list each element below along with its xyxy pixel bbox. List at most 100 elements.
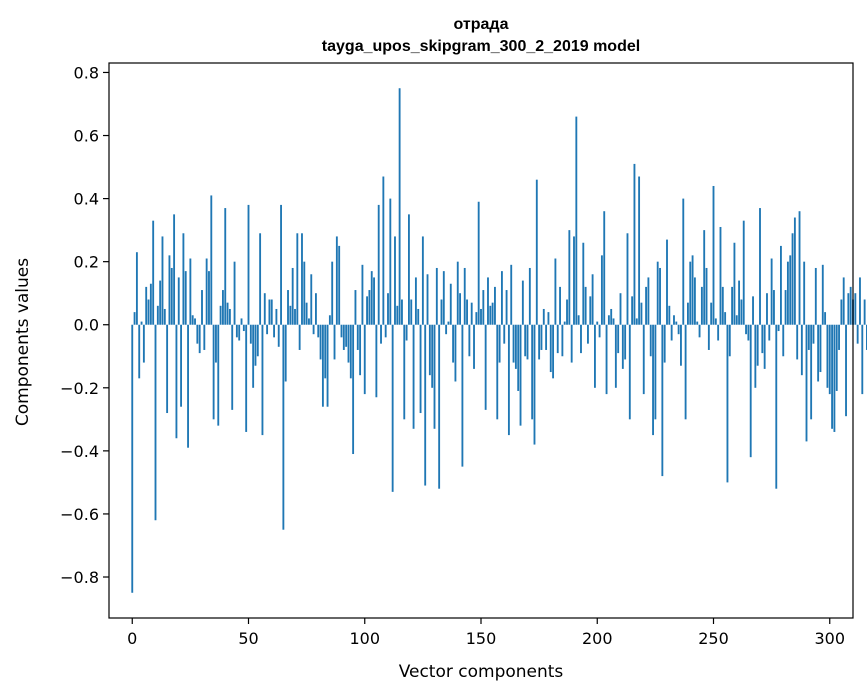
bar-169 xyxy=(524,324,527,357)
bar-40 xyxy=(224,208,227,325)
bar-130 xyxy=(433,324,436,429)
x-tick-label-50: 50 xyxy=(238,629,258,648)
bar-180 xyxy=(549,324,552,373)
bar-235 xyxy=(677,324,680,335)
bar-135 xyxy=(445,324,448,335)
bar-273 xyxy=(766,293,768,325)
bar-223 xyxy=(649,324,652,357)
bar-83 xyxy=(324,324,327,379)
bar-66 xyxy=(284,324,287,382)
bar-245 xyxy=(700,286,703,325)
bar-294 xyxy=(814,267,817,325)
bar-287 xyxy=(798,211,801,325)
bar-199 xyxy=(594,324,596,388)
bar-3 xyxy=(138,324,141,379)
bar-256 xyxy=(726,324,729,483)
bar-269 xyxy=(756,324,759,366)
bar-52 xyxy=(252,324,255,388)
bar-136 xyxy=(447,321,450,325)
bar-221 xyxy=(645,286,648,325)
bar-6 xyxy=(145,286,148,325)
bar-265 xyxy=(747,324,750,341)
bar-246 xyxy=(703,230,706,325)
bar-187 xyxy=(566,299,568,325)
bar-188 xyxy=(568,230,571,325)
bar-45 xyxy=(235,324,238,338)
bar-13 xyxy=(161,236,164,325)
bar-18 xyxy=(173,214,176,325)
bar-218 xyxy=(638,176,641,325)
bar-258 xyxy=(731,286,734,325)
bar-212 xyxy=(624,324,627,360)
bar-139 xyxy=(454,324,457,382)
bar-74 xyxy=(303,261,306,325)
bar-302 xyxy=(833,324,836,432)
bar-250 xyxy=(712,185,715,325)
bar-219 xyxy=(640,302,643,325)
bar-144 xyxy=(466,299,468,325)
bar-225 xyxy=(654,324,657,420)
bar-76 xyxy=(308,318,310,325)
bar-293 xyxy=(812,324,815,344)
bar-311 xyxy=(854,293,857,325)
bar-34 xyxy=(210,195,213,325)
bar-157 xyxy=(496,324,499,420)
bar-261 xyxy=(738,280,741,325)
bar-232 xyxy=(670,324,673,341)
bar-79 xyxy=(315,293,317,325)
bar-162 xyxy=(507,324,510,436)
bar-17 xyxy=(170,267,173,325)
bar-92 xyxy=(345,324,348,347)
bar-151 xyxy=(482,290,485,325)
bar-275 xyxy=(770,258,773,325)
bar-21 xyxy=(180,324,182,407)
bar-112 xyxy=(391,324,394,492)
bar-134 xyxy=(442,271,445,325)
bar-158 xyxy=(498,324,501,363)
bar-46 xyxy=(238,324,241,341)
bar-26 xyxy=(191,315,194,325)
bar-28 xyxy=(196,324,199,344)
bar-22 xyxy=(182,233,185,325)
bar-148 xyxy=(475,312,478,325)
bar-116 xyxy=(401,299,403,325)
bar-23 xyxy=(184,271,187,325)
bar-297 xyxy=(821,264,824,325)
bar-312 xyxy=(856,324,859,344)
bar-277 xyxy=(775,324,778,489)
chart-title: отрада xyxy=(454,16,509,33)
bar-252 xyxy=(717,324,720,341)
bar-179 xyxy=(547,312,550,325)
y-tick-label-6: 0.4 xyxy=(74,190,99,209)
x-tick-label-100: 100 xyxy=(349,629,380,648)
bar-194 xyxy=(582,242,585,325)
bar-75 xyxy=(305,302,308,325)
bar-61 xyxy=(273,324,275,338)
bar-299 xyxy=(826,324,829,388)
bar-276 xyxy=(773,290,775,325)
bar-243 xyxy=(696,321,699,325)
bar-140 xyxy=(456,261,459,325)
bar-290 xyxy=(805,324,808,442)
bar-105 xyxy=(375,324,378,398)
bar-222 xyxy=(647,277,650,325)
bar-185 xyxy=(561,324,564,357)
bar-120 xyxy=(410,299,413,325)
bar-247 xyxy=(705,267,708,325)
bar-289 xyxy=(803,261,806,325)
bar-38 xyxy=(219,305,222,325)
bar-121 xyxy=(412,324,415,429)
bar-184 xyxy=(559,286,561,325)
x-axis-ticks: 0 50 100 150 200 250 300 xyxy=(127,618,845,648)
bar-47 xyxy=(240,318,243,325)
bar-145 xyxy=(468,324,471,357)
bar-300 xyxy=(828,324,831,395)
bar-1 xyxy=(133,312,136,325)
bar-137 xyxy=(449,283,452,325)
bar-172 xyxy=(531,324,534,420)
bar-210 xyxy=(619,293,622,325)
bar-37 xyxy=(217,324,220,426)
x-tick-label-250: 250 xyxy=(698,629,729,648)
bar-24 xyxy=(187,324,189,448)
bar-114 xyxy=(396,305,399,325)
